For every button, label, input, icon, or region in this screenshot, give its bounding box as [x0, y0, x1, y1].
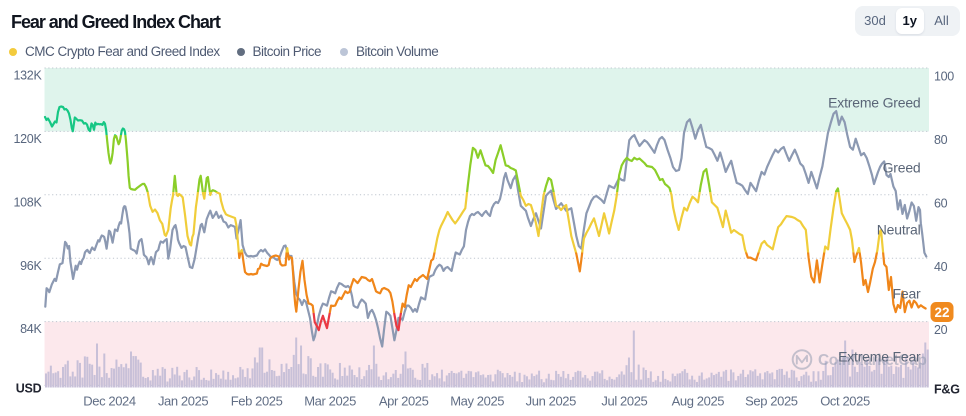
- svg-text:40: 40: [934, 260, 948, 274]
- svg-text:Feb 2025: Feb 2025: [231, 394, 283, 409]
- svg-text:Greed: Greed: [883, 160, 921, 176]
- svg-text:120K: 120K: [14, 132, 43, 146]
- svg-text:Jun 2025: Jun 2025: [526, 394, 576, 409]
- svg-text:Apr 2025: Apr 2025: [379, 394, 429, 409]
- svg-text:USD: USD: [16, 381, 42, 395]
- svg-text:F&G: F&G: [934, 382, 960, 396]
- svg-text:Jan 2025: Jan 2025: [158, 394, 208, 409]
- svg-text:80: 80: [934, 133, 948, 147]
- svg-text:108K: 108K: [14, 195, 43, 209]
- svg-text:Dec 2024: Dec 2024: [83, 394, 136, 409]
- svg-text:CoinMarketCap: CoinMarketCap: [818, 352, 927, 369]
- svg-text:Sep 2025: Sep 2025: [745, 394, 798, 409]
- svg-text:20: 20: [934, 323, 948, 337]
- svg-text:Neutral: Neutral: [877, 222, 921, 238]
- svg-text:96K: 96K: [20, 259, 42, 273]
- svg-text:22: 22: [934, 305, 949, 320]
- svg-text:May 2025: May 2025: [450, 394, 504, 409]
- svg-text:100: 100: [934, 70, 954, 84]
- svg-text:60: 60: [934, 196, 948, 210]
- svg-text:Mar 2025: Mar 2025: [304, 394, 356, 409]
- svg-text:Aug 2025: Aug 2025: [672, 394, 725, 409]
- svg-text:Extreme Greed: Extreme Greed: [828, 95, 920, 111]
- svg-text:Extreme Fear: Extreme Fear: [838, 349, 921, 365]
- svg-text:Jul 2025: Jul 2025: [601, 394, 647, 409]
- svg-text:Oct 2025: Oct 2025: [820, 394, 870, 409]
- svg-text:Fear: Fear: [893, 286, 922, 302]
- svg-text:84K: 84K: [20, 322, 42, 336]
- svg-text:132K: 132K: [14, 69, 43, 83]
